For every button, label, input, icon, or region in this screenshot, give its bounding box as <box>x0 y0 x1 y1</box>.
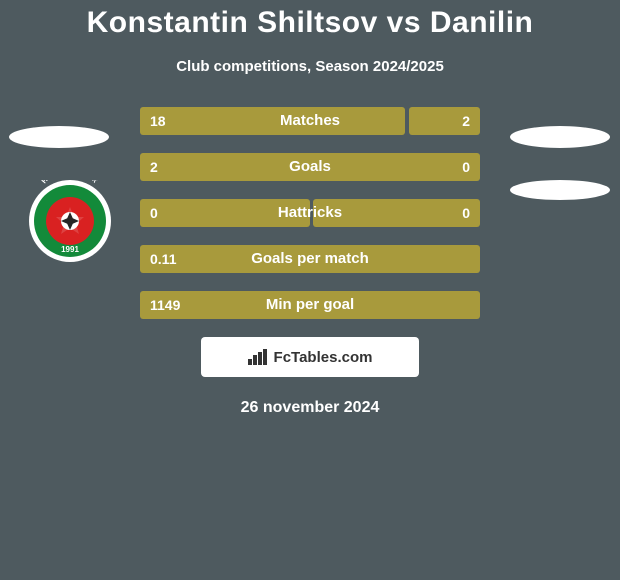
page-subtitle: Club competitions, Season 2024/2025 <box>0 58 620 75</box>
stat-value-right: 2 <box>452 107 480 135</box>
stat-value-right: 0 <box>452 153 480 181</box>
stat-label: Hattricks <box>140 199 480 227</box>
stat-label: Matches <box>140 107 480 135</box>
stat-row: 2 0Goals <box>140 153 480 181</box>
svg-text:1991: 1991 <box>61 245 79 254</box>
stat-value-left: 2 <box>140 153 168 181</box>
player-right-marker-1 <box>510 126 610 148</box>
stat-value-left: 0 <box>140 199 168 227</box>
brand-badge: FcTables.com <box>201 337 419 377</box>
stat-value-right: 0 <box>452 199 480 227</box>
page-title: Konstantin Shiltsov vs Danilin <box>0 0 620 40</box>
stat-value-left: 18 <box>140 107 176 135</box>
stat-row: 1149Min per goal <box>140 291 480 319</box>
generated-date: 26 november 2024 <box>0 399 620 417</box>
brand-icon <box>248 349 268 365</box>
player-right-marker-2 <box>510 180 610 200</box>
stat-value-left: 0.11 <box>140 245 186 273</box>
stat-row: 0.11Goals per match <box>140 245 480 273</box>
stat-value-left: 1149 <box>140 291 190 319</box>
stat-label: Min per goal <box>140 291 480 319</box>
stat-row: 18 2Matches <box>140 107 480 135</box>
brand-label: FcTables.com <box>274 349 373 366</box>
player-left-marker <box>9 126 109 148</box>
stat-label: Goals <box>140 153 480 181</box>
stat-label: Goals per match <box>140 245 480 273</box>
stat-row: 0 0Hattricks <box>140 199 480 227</box>
club-badge: НЕФТЕХИМИК 1991 <box>29 180 111 262</box>
